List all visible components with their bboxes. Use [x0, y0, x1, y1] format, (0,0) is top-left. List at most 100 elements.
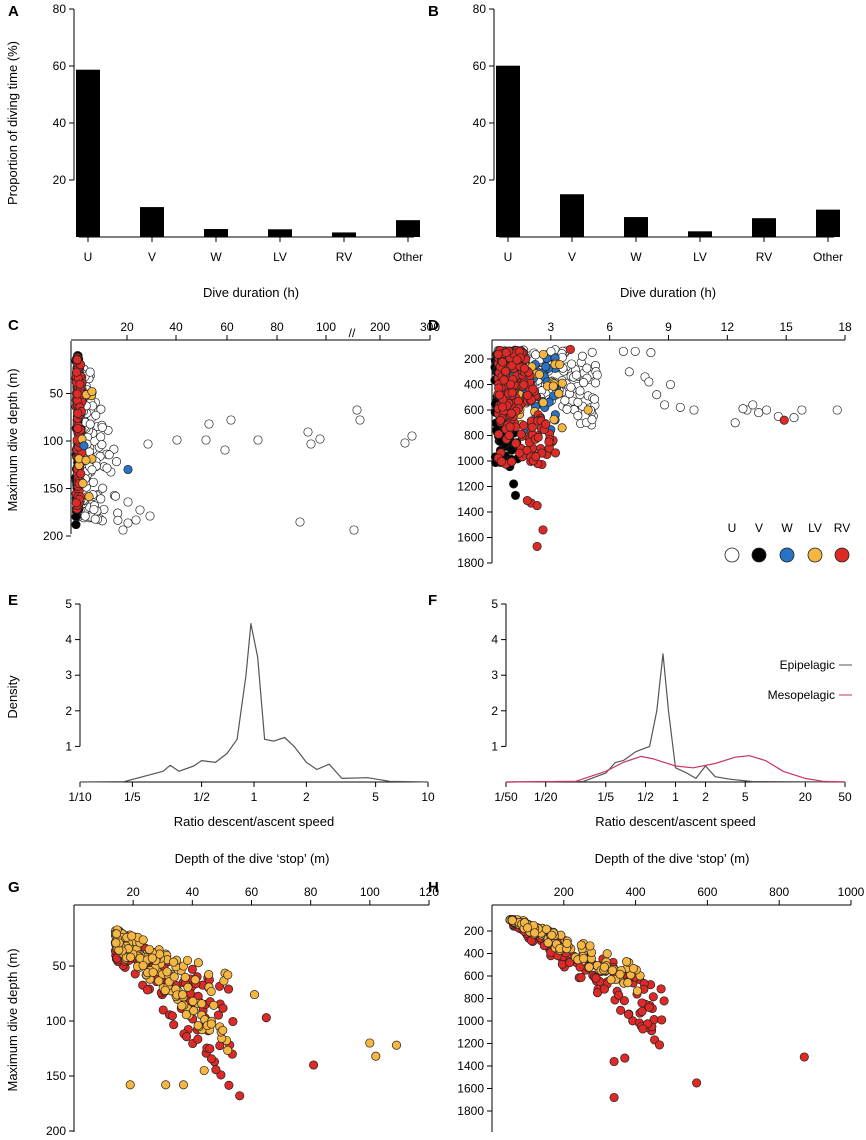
- point-G-LV: [144, 944, 154, 954]
- panel-label-C: C: [8, 317, 19, 334]
- point-H-RV: [609, 1056, 619, 1067]
- point-D-LV: [557, 423, 567, 433]
- point-C-RV: [72, 389, 82, 399]
- point-G-RV: [213, 1010, 223, 1020]
- point-G-RV: [167, 1011, 177, 1021]
- point-C-V: [71, 520, 81, 530]
- y-tick-label-C: 50: [50, 387, 64, 401]
- x-tick-label-D: 9: [665, 320, 672, 334]
- point-C-U: [80, 511, 90, 521]
- x-tick-label-G: 20: [126, 885, 140, 899]
- x-axis-title-F: Ratio descent/ascent speed: [595, 814, 755, 829]
- point-D-W: [541, 362, 551, 372]
- point-H-RV: [659, 996, 669, 1006]
- y-tick-label-D: 400: [464, 378, 484, 392]
- panel-label-H: H: [428, 879, 439, 896]
- point-D-U: [618, 346, 628, 356]
- x-tick-label-B: Other: [813, 250, 843, 264]
- y-axis-title-C: Maximum dive depth (m): [5, 368, 20, 511]
- point-C-RV: [73, 423, 83, 433]
- point-C-U: [315, 434, 325, 444]
- point-C-RV: [76, 469, 86, 479]
- point-G-LV: [193, 1020, 203, 1031]
- point-G-LV: [154, 976, 164, 986]
- y-tick-label-E: 3: [65, 668, 72, 682]
- point-D-U: [592, 370, 602, 380]
- y-tick-label-H: 1800: [457, 1104, 484, 1118]
- point-C-U: [400, 438, 410, 448]
- point-H-RV: [799, 1052, 809, 1062]
- x-tick-label-E: 2: [303, 790, 310, 804]
- y-tick-label-F: 4: [491, 633, 498, 647]
- point-H-LV: [622, 957, 632, 967]
- point-C-U: [96, 494, 106, 504]
- point-D-RV: [498, 402, 508, 412]
- point-G: [309, 1060, 319, 1070]
- point-D-U: [579, 378, 589, 388]
- point-D-RV: [527, 422, 537, 432]
- point-G-RV: [193, 1034, 203, 1044]
- point-C-LV: [84, 492, 94, 502]
- point-C-RV: [73, 408, 83, 418]
- x-tick-label-A: LV: [273, 250, 287, 264]
- x-tick-label-G: 100: [360, 885, 380, 899]
- point-D-RV: [519, 363, 530, 373]
- y-tick-label-E: 5: [65, 597, 72, 611]
- point-C-U: [172, 435, 182, 445]
- point-D-LV: [549, 414, 559, 425]
- bar-A-W: [204, 229, 228, 237]
- point-G-LV: [188, 996, 198, 1006]
- x-axis-title-H: Depth of the dive ‘stop’ (m): [595, 851, 750, 866]
- y-tick-label-H: 1000: [457, 1014, 484, 1028]
- y-tick-label-D: 1000: [457, 454, 484, 468]
- point-D-RV: [531, 452, 541, 462]
- x-axis-title-G: Depth of the dive ‘stop’ (m): [175, 851, 330, 866]
- y-tick-label-G: 200: [46, 1124, 66, 1138]
- point-C-U: [104, 450, 114, 460]
- x-tick-label-D: 3: [547, 320, 554, 334]
- point-H-LV: [585, 941, 595, 951]
- point-H-LV: [606, 975, 616, 985]
- point-C-U: [96, 432, 106, 442]
- point-G-LV: [183, 982, 193, 992]
- point-D-RV: [544, 437, 554, 447]
- point-D-RV: [516, 429, 526, 439]
- point-C-U: [111, 457, 122, 467]
- point-G-RV: [211, 1065, 221, 1075]
- point-C-U: [113, 515, 123, 525]
- point-D-RV: [505, 422, 515, 432]
- point-H-RV: [619, 996, 629, 1006]
- y-tick-label-H: 200: [464, 924, 484, 938]
- point-D-U: [590, 378, 601, 388]
- point-G-RV: [142, 985, 152, 995]
- point-H-LV: [507, 915, 517, 925]
- point-G-LV: [180, 972, 190, 982]
- y-axis-title-A: Proportion of diving time (%): [5, 41, 20, 205]
- point-C-U: [96, 404, 106, 414]
- y-tick-label-B: 40: [473, 116, 487, 130]
- point-D-RV: [512, 355, 522, 365]
- point-G-LV: [168, 957, 179, 967]
- point-D-U: [644, 377, 654, 387]
- panel-label-D: D: [428, 317, 439, 334]
- point-G: [261, 1013, 271, 1023]
- point-C-U: [98, 483, 108, 493]
- legend-label-mesopelagic: Mesopelagic: [768, 688, 835, 702]
- point-D-RV: [550, 448, 561, 458]
- point-D-LV: [555, 359, 565, 370]
- point-G-LV: [160, 985, 170, 995]
- point-D-LV: [557, 378, 567, 388]
- point-H-LV: [599, 962, 609, 972]
- y-tick-label-C: 100: [43, 434, 63, 448]
- point-C-U: [85, 419, 95, 429]
- point-C-U: [306, 439, 316, 449]
- point-H-RV: [637, 1006, 647, 1017]
- y-tick-label-B: 80: [473, 2, 487, 16]
- point-D-RV: [528, 384, 538, 394]
- point-G-LV: [218, 1025, 228, 1035]
- point-C-U: [123, 518, 133, 528]
- point-C-U: [118, 525, 128, 535]
- point-D-U: [652, 390, 662, 400]
- x-tick-label-D: 12: [721, 320, 735, 334]
